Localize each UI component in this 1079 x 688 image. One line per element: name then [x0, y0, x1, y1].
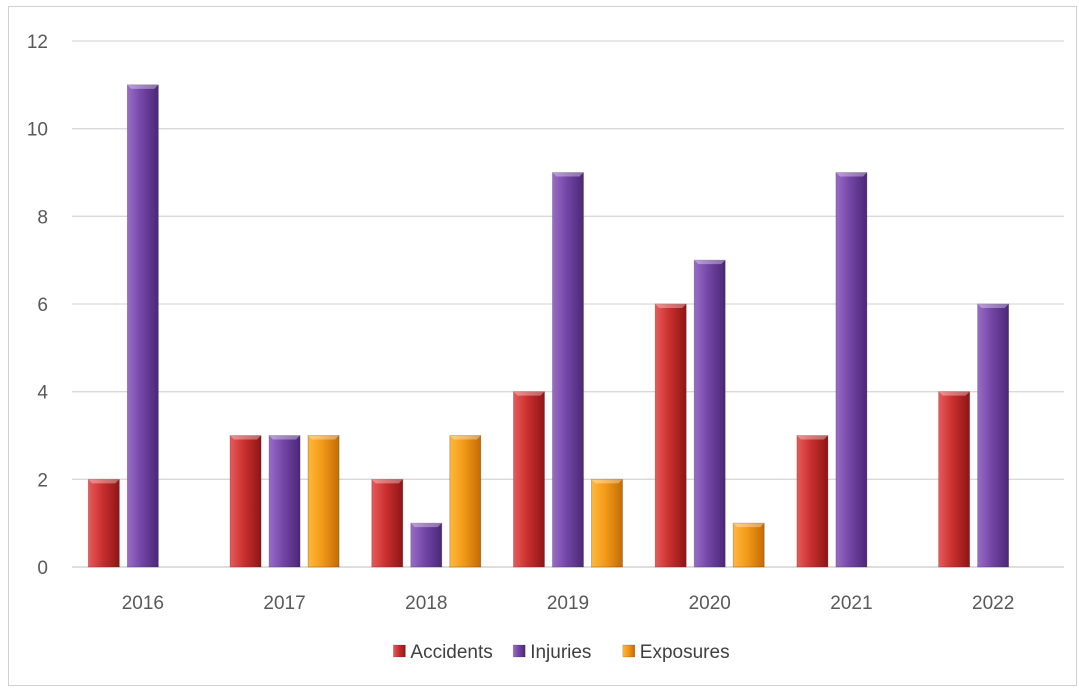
- bar-bevel: [977, 304, 1009, 308]
- bar-exposures-2018: [449, 435, 482, 568]
- x-tick-label: 2018: [405, 593, 447, 614]
- bar-bevel: [449, 435, 481, 440]
- bar-bevel: [552, 172, 584, 177]
- y-axis: 0 2 4 6 8 10 12: [27, 32, 49, 579]
- bar-bevel: [796, 435, 828, 440]
- bar-exposures-2020: [732, 522, 765, 568]
- y-tick-label: 12: [27, 32, 48, 53]
- x-tick-label: 2020: [689, 593, 731, 614]
- bar-accidents-2018: [371, 478, 404, 568]
- x-tick-label: 2019: [547, 593, 589, 614]
- bar-accidents-2017: [229, 435, 262, 568]
- bar-injuries-2016: [126, 84, 159, 568]
- bar-accidents-2020: [654, 303, 687, 568]
- legend-swatch-exposures: [622, 644, 636, 658]
- bar-accidents-2022: [938, 391, 971, 568]
- bar-injuries-2019: [552, 172, 584, 568]
- bar-injuries-2022: [977, 303, 1010, 568]
- bar-accidents-2019: [513, 391, 545, 568]
- bar-bevel: [230, 435, 262, 440]
- bar-injuries-2020: [693, 259, 726, 568]
- y-tick-label: 10: [27, 120, 48, 141]
- bar-bevel: [655, 304, 687, 308]
- legend-swatch-injuries: [512, 644, 526, 658]
- bar-bevel: [938, 391, 970, 396]
- bar-bevel: [694, 260, 726, 265]
- legend-swatch-accidents: [393, 644, 406, 658]
- x-tick-label: 2022: [972, 593, 1014, 614]
- legend-label-accidents: Accidents: [410, 642, 492, 663]
- chart-frame: [8, 6, 1077, 686]
- x-tick-label: 2021: [830, 593, 872, 614]
- bar-bevel: [733, 523, 765, 528]
- legend: Accidents Injuries Exposures: [393, 642, 730, 663]
- bars: [87, 84, 1010, 568]
- bar-bevel: [127, 84, 159, 89]
- bar-bevel: [88, 479, 120, 484]
- bar-injuries-2018: [410, 522, 443, 568]
- x-tick-label: 2016: [122, 593, 164, 614]
- legend-label-injuries: Injuries: [530, 642, 591, 663]
- x-tick-label: 2017: [263, 593, 305, 614]
- y-tick-label: 2: [37, 470, 48, 491]
- bar-exposures-2017: [307, 435, 340, 568]
- bar-bevel: [835, 172, 867, 177]
- bar-bevel: [513, 391, 545, 396]
- bar-bevel: [371, 479, 403, 484]
- bar-bevel: [269, 435, 301, 440]
- y-tick-label: 8: [37, 207, 48, 228]
- y-tick-label: 4: [37, 383, 48, 404]
- bar-exposures-2019: [591, 478, 623, 568]
- y-tick-label: 0: [37, 558, 48, 579]
- bar-injuries-2021: [835, 172, 868, 568]
- bar-bevel: [308, 435, 340, 440]
- y-tick-label: 6: [37, 295, 48, 316]
- bar-accidents-2016: [87, 478, 120, 568]
- bar-bevel: [591, 479, 623, 484]
- bar-injuries-2017: [268, 435, 301, 568]
- bar-accidents-2021: [796, 435, 829, 568]
- bar-bevel: [410, 523, 442, 528]
- legend-label-exposures: Exposures: [640, 642, 730, 663]
- x-axis: 2016 2017 2018 2019 2020 2021 2022: [122, 593, 1015, 614]
